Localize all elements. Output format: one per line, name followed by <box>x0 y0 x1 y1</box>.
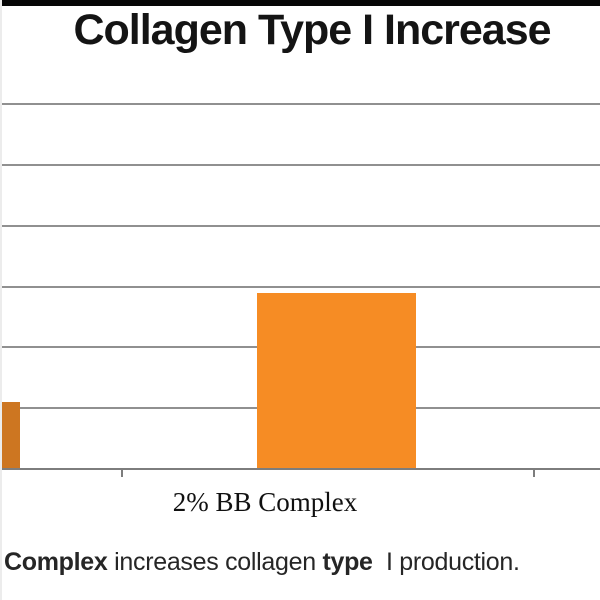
caption: Complex increases collagen type I produc… <box>4 547 520 577</box>
gridline <box>2 286 600 288</box>
gridline <box>2 164 600 166</box>
x-axis-tick <box>121 470 123 477</box>
caption-bold-type: type <box>322 548 373 576</box>
caption-text-1: increases collagen <box>107 548 323 576</box>
top-border-strip <box>2 0 600 6</box>
bar-partial-left <box>2 401 20 468</box>
x-axis-tick <box>533 470 535 477</box>
bar-2pct-bb-complex <box>257 292 416 468</box>
chart-title: Collagen Type I Increase <box>73 6 551 54</box>
gridline <box>2 225 600 227</box>
x-axis-category-label: 2% BB Complex <box>172 487 358 517</box>
gridline <box>2 103 600 105</box>
caption-bold-complex: Complex <box>4 548 108 576</box>
caption-text-2: I production. <box>372 548 520 576</box>
plot-area <box>2 103 600 470</box>
